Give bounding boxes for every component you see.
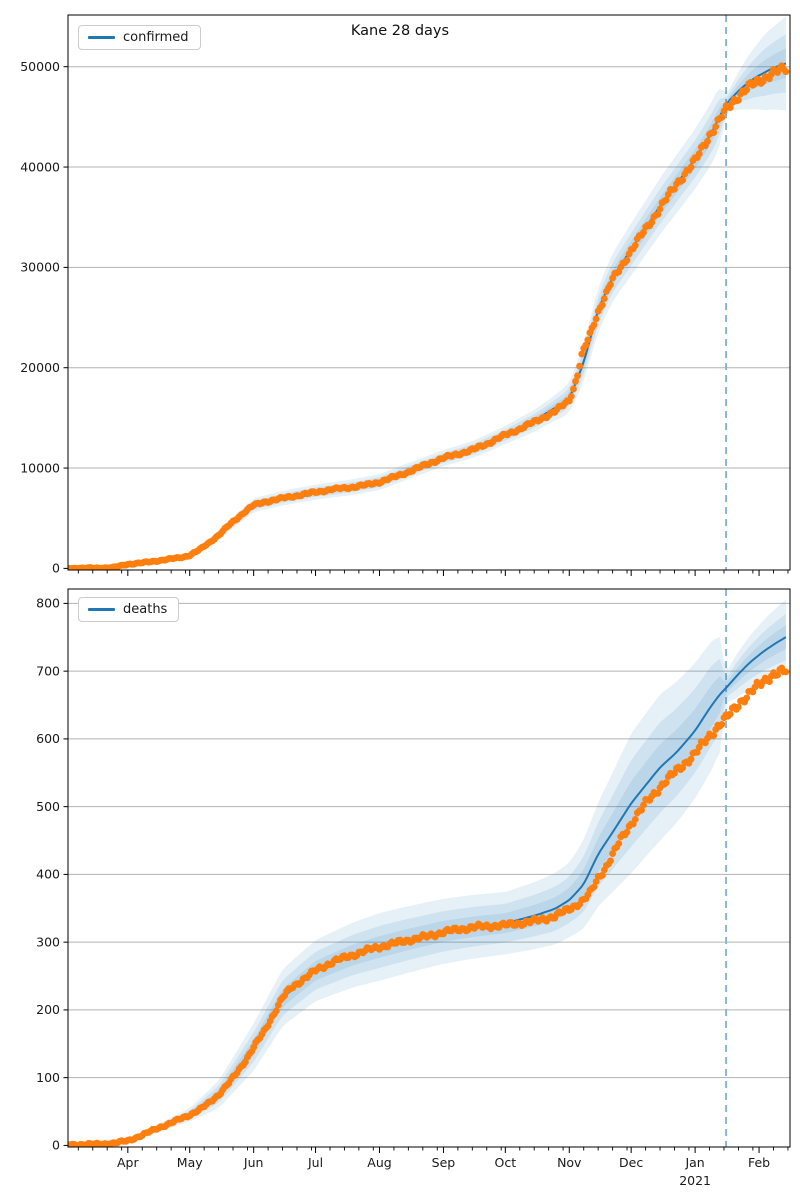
- panel-confirmed: 0 10000 20000 30000 40000 50000: [20, 14, 791, 576]
- svg-text:Nov: Nov: [557, 1155, 582, 1170]
- legend-deaths-label: deaths: [123, 602, 168, 617]
- deaths-line-swatch: [88, 608, 115, 611]
- svg-text:Apr: Apr: [117, 1155, 139, 1170]
- svg-text:0: 0: [52, 561, 60, 576]
- svg-text:Sep: Sep: [432, 1155, 456, 1170]
- svg-text:40000: 40000: [20, 159, 60, 174]
- svg-text:May: May: [177, 1155, 203, 1170]
- y-axis: 0 10000 20000 30000 40000 50000: [20, 59, 68, 576]
- svg-text:300: 300: [36, 934, 60, 949]
- axes-spines: [67, 588, 791, 1148]
- y-axis: 0 100 200 300 400 500 600 700 800: [36, 596, 68, 1153]
- year-label: 2021: [679, 1173, 711, 1188]
- svg-text:Oct: Oct: [495, 1155, 517, 1170]
- x-axis-labels: Apr May Jun Jul Aug Sep Oct Nov Dec Jan Feb 2021: [117, 1155, 770, 1188]
- svg-text:Jan: Jan: [684, 1155, 704, 1170]
- axes-spines: [67, 14, 791, 571]
- svg-text:400: 400: [36, 867, 60, 882]
- svg-text:Feb: Feb: [748, 1155, 770, 1170]
- panel-deaths: 0 100 200 300 400 500 600 700 800: [36, 588, 791, 1153]
- legend-deaths[interactable]: deaths: [78, 597, 180, 622]
- svg-text:200: 200: [36, 1002, 60, 1017]
- svg-text:600: 600: [36, 731, 60, 746]
- chart-title: Kane 28 days: [350, 23, 450, 39]
- svg-text:Jun: Jun: [243, 1155, 264, 1170]
- x-axis-ticks: [77, 570, 789, 576]
- svg-text:500: 500: [36, 799, 60, 814]
- confirmed-model-line: [68, 62, 787, 570]
- legend-confirmed[interactable]: confirmed: [78, 25, 201, 50]
- uncertainty-band: [68, 34, 786, 569]
- svg-text:30000: 30000: [20, 260, 60, 275]
- legend-confirmed-label: confirmed: [123, 30, 189, 45]
- svg-text:50000: 50000: [20, 59, 60, 74]
- data-region: [68, 599, 790, 1147]
- x-axis-ticks: [77, 1147, 789, 1153]
- uncertainty-band: [68, 48, 786, 569]
- confirmed-reported-dots: [68, 62, 790, 570]
- svg-text:800: 800: [36, 596, 60, 611]
- deaths-reported-dots: [68, 664, 790, 1147]
- svg-text:100: 100: [36, 1070, 60, 1085]
- uncertainty-band: [68, 599, 786, 1146]
- uncertainty-band: [68, 613, 786, 1146]
- y-gridlines: [68, 66, 790, 469]
- svg-text:20000: 20000: [20, 360, 60, 375]
- svg-text:Jul: Jul: [307, 1155, 323, 1170]
- y-gridlines: [68, 602, 790, 1079]
- svg-text:Dec: Dec: [619, 1155, 643, 1170]
- uncertainty-band: [68, 16, 786, 569]
- svg-text:700: 700: [36, 663, 60, 678]
- svg-text:0: 0: [52, 1138, 60, 1153]
- svg-text:Aug: Aug: [367, 1155, 391, 1170]
- data-region: [68, 16, 790, 570]
- confirmed-line-swatch: [88, 36, 115, 39]
- svg-text:10000: 10000: [20, 460, 60, 475]
